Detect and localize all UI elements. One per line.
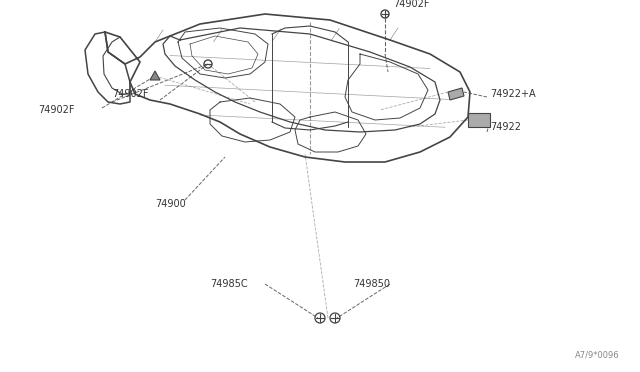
Text: 74902F: 74902F <box>112 89 148 99</box>
Text: 74922+A: 74922+A <box>490 89 536 99</box>
Text: A7/9*0096: A7/9*0096 <box>575 351 620 360</box>
Text: 74985C: 74985C <box>210 279 248 289</box>
Text: 74922: 74922 <box>490 122 521 132</box>
Text: 74900: 74900 <box>155 199 186 209</box>
Bar <box>468 113 490 127</box>
Text: 74902F: 74902F <box>38 105 74 115</box>
Polygon shape <box>448 88 464 100</box>
Text: 74902F: 74902F <box>393 0 429 9</box>
Text: 749850: 749850 <box>353 279 390 289</box>
Polygon shape <box>150 71 160 80</box>
